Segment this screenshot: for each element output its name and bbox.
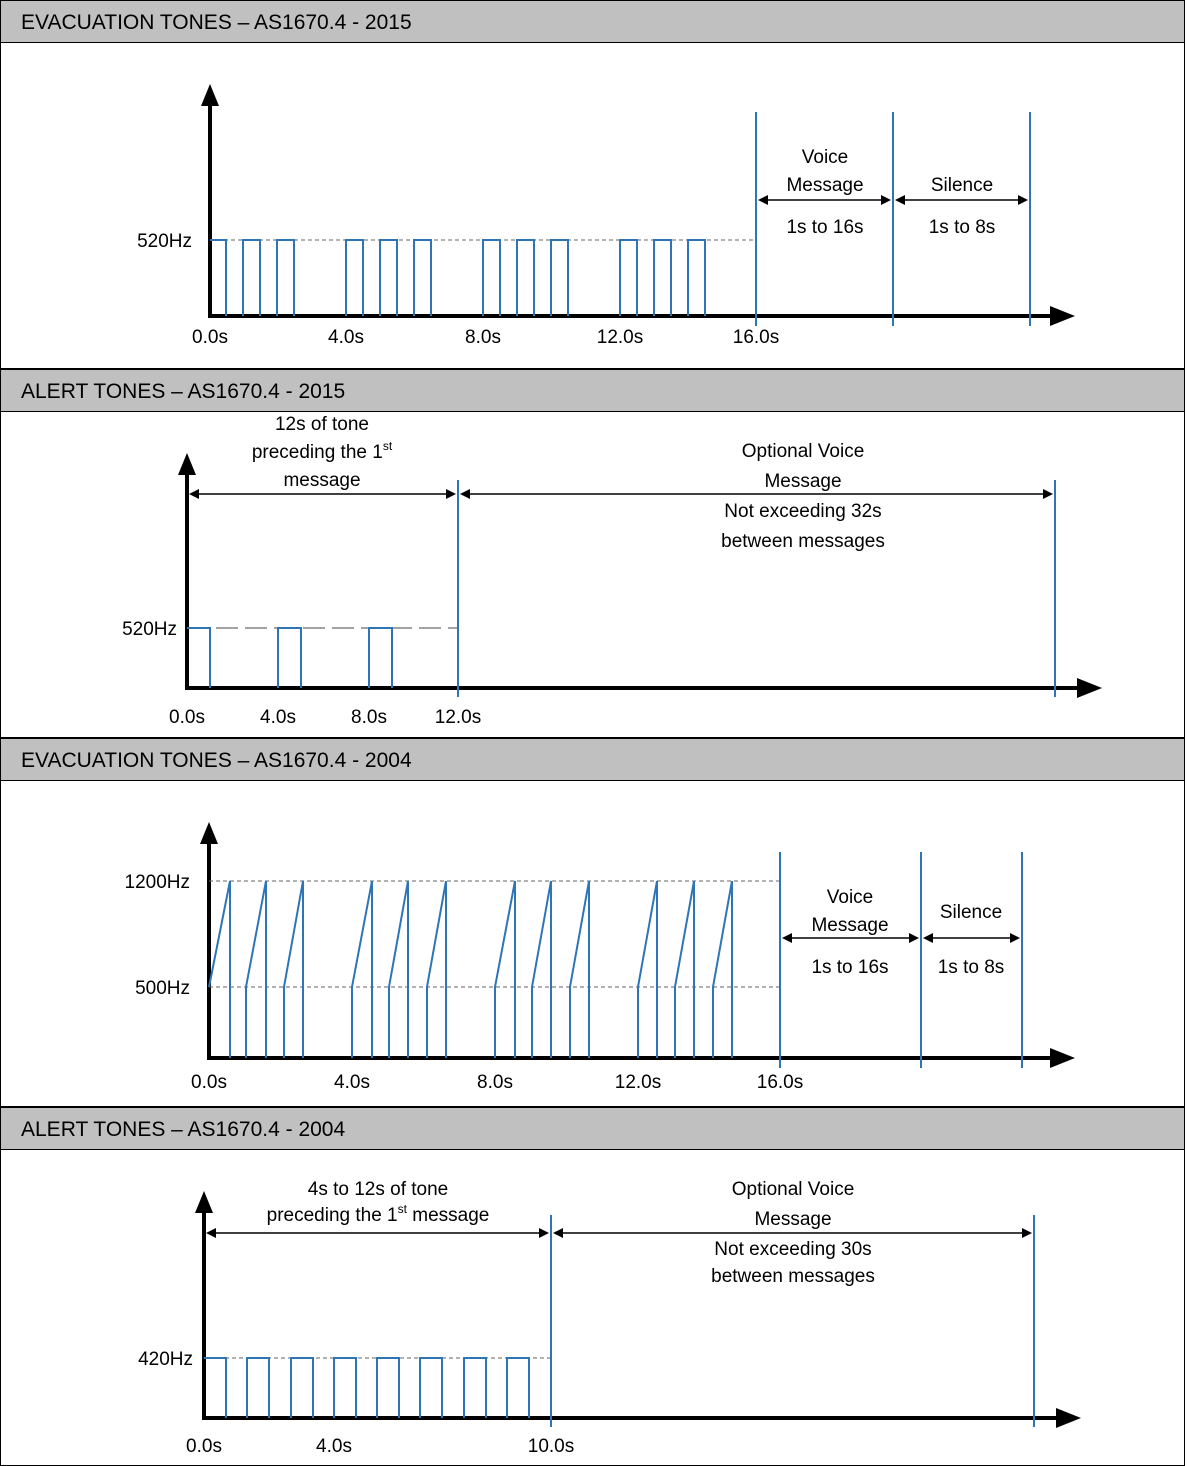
x-tick-label: 8.0s xyxy=(465,327,501,348)
y-axis-arrow-icon xyxy=(201,84,219,106)
pre-tone-text: preceding the 1st xyxy=(252,439,393,463)
panel-title-evac-2004: EVACUATION TONES – AS1670.4 - 2004 xyxy=(0,738,1185,781)
y-axis-arrow-icon xyxy=(195,1191,213,1213)
arrow-right-icon xyxy=(539,1228,549,1238)
arrow-right-icon xyxy=(909,933,919,943)
panel-title-alert-2004: ALERT TONES – AS1670.4 - 2004 xyxy=(0,1107,1185,1150)
x-tick-label: 12.0s xyxy=(597,327,643,348)
pre-tone-text: 12s of tone xyxy=(275,414,369,435)
x-tick-label: 0.0s xyxy=(169,707,205,728)
x-tick-label: 0.0s xyxy=(192,327,228,348)
voice-text: Optional Voice xyxy=(732,1179,855,1200)
y-label-420hz: 420Hz xyxy=(138,1349,193,1370)
silence-range: 1s to 8s xyxy=(929,217,996,238)
voice-text: between messages xyxy=(721,531,885,552)
y-label-520hz: 520Hz xyxy=(122,619,177,640)
x-tick-label: 16.0s xyxy=(757,1072,803,1093)
x-tick-label: 4.0s xyxy=(316,1436,352,1457)
y-axis-arrow-icon xyxy=(178,453,196,475)
panel-body-alert-2004 xyxy=(0,1150,1185,1466)
arrow-right-icon xyxy=(1022,1228,1032,1238)
voice-title: Message xyxy=(811,915,888,936)
evac-2004-diagram: 1200Hz 500Hz Voice Message 1s to 16s Sil… xyxy=(125,822,1075,1093)
x-tick-label: 0.0s xyxy=(186,1436,222,1457)
voice-text: Message xyxy=(764,471,841,492)
arrow-left-icon xyxy=(895,195,905,205)
y-label-520hz: 520Hz xyxy=(137,231,192,252)
voice-title: Voice xyxy=(802,147,848,168)
arrow-left-icon xyxy=(923,933,933,943)
y-axis-arrow-icon xyxy=(200,822,218,844)
arrow-left-icon xyxy=(460,489,470,499)
tone-signal xyxy=(208,880,733,1058)
x-tick-label: 4.0s xyxy=(334,1072,370,1093)
arrow-right-icon xyxy=(1043,489,1053,499)
pre-tone-text: message xyxy=(283,470,360,491)
panel-body-evac-2004 xyxy=(0,781,1185,1107)
arrow-right-icon xyxy=(446,489,456,499)
x-tick-label: 12.0s xyxy=(435,707,481,728)
x-tick-label: 16.0s xyxy=(733,327,779,348)
voice-text: Optional Voice xyxy=(742,441,865,462)
silence-title: Silence xyxy=(940,902,1002,923)
silence-range: 1s to 8s xyxy=(938,957,1005,978)
arrow-left-icon xyxy=(206,1228,216,1238)
voice-text: between messages xyxy=(711,1266,875,1287)
x-tick-label: 10.0s xyxy=(528,1436,574,1457)
x-axis-arrow-icon xyxy=(1056,1408,1081,1428)
tone-signal xyxy=(204,1357,530,1418)
pre-tone-text: 4s to 12s of tone xyxy=(308,1179,449,1200)
x-axis-arrow-icon xyxy=(1077,678,1102,698)
arrow-right-icon xyxy=(1010,933,1020,943)
x-tick-label: 12.0s xyxy=(615,1072,661,1093)
x-axis-arrow-icon xyxy=(1050,306,1075,326)
voice-range: 1s to 16s xyxy=(811,957,888,978)
voice-range: 1s to 16s xyxy=(786,217,863,238)
silence-title: Silence xyxy=(931,175,993,196)
tone-signal xyxy=(210,239,706,316)
x-tick-label: 0.0s xyxy=(191,1072,227,1093)
pre-tone-text: preceding the 1st message xyxy=(267,1202,490,1226)
panel-title-evac-2015: EVACUATION TONES – AS1670.4 - 2015 xyxy=(0,0,1185,43)
voice-text: Not exceeding 30s xyxy=(714,1239,871,1260)
x-tick-label: 4.0s xyxy=(260,707,296,728)
y-label-1200hz: 1200Hz xyxy=(125,872,191,893)
evac-2015-diagram: 520Hz Voice Message 1s to 16s Silence 1s… xyxy=(137,84,1075,348)
y-label-500hz: 500Hz xyxy=(135,978,190,999)
tone-signal xyxy=(187,627,393,688)
arrow-left-icon xyxy=(758,195,768,205)
arrow-right-icon xyxy=(881,195,891,205)
arrow-left-icon xyxy=(553,1228,563,1238)
arrow-right-icon xyxy=(1018,195,1028,205)
arrow-left-icon xyxy=(782,933,792,943)
voice-text: Not exceeding 32s xyxy=(724,501,881,522)
panel-title-alert-2015: ALERT TONES – AS1670.4 - 2015 xyxy=(0,369,1185,412)
x-axis-arrow-icon xyxy=(1050,1048,1075,1068)
x-tick-label: 8.0s xyxy=(351,707,387,728)
alert-2015-diagram: 520Hz 12s of tone preceding the 1st mess… xyxy=(122,414,1102,728)
voice-title: Voice xyxy=(827,887,873,908)
x-tick-label: 4.0s xyxy=(328,327,364,348)
alert-2004-diagram: 420Hz 4s to 12s of tone preceding the 1s… xyxy=(138,1179,1081,1457)
arrow-left-icon xyxy=(189,489,199,499)
voice-text: Message xyxy=(754,1209,831,1230)
panel-body-alert-2015 xyxy=(0,412,1185,738)
x-tick-label: 8.0s xyxy=(477,1072,513,1093)
voice-title: Message xyxy=(786,175,863,196)
